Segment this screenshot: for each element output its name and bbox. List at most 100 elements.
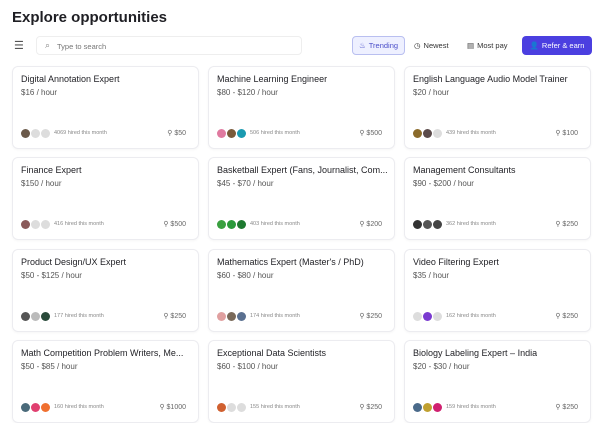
trending-button[interactable]: ♨ Trending <box>352 36 406 55</box>
card-pay-rate: $60 - $100 / hour <box>217 362 278 371</box>
referral-bonus: ⚲ $250 <box>555 312 578 320</box>
opportunity-card[interactable]: Video Filtering Expert $35 / hour 162 hi… <box>404 249 591 332</box>
most-pay-label: Most pay <box>477 41 508 50</box>
avatar <box>41 219 50 229</box>
avatar <box>237 128 246 138</box>
avatar <box>31 128 40 138</box>
referral-bonus: ⚲ $500 <box>359 129 382 137</box>
avatar <box>423 311 432 321</box>
avatar <box>31 311 40 321</box>
opportunity-card[interactable]: English Language Audio Model Trainer $20… <box>404 66 591 149</box>
card-title: Product Design/UX Expert <box>21 257 127 267</box>
card-pay-rate: $16 / hour <box>21 88 58 97</box>
card-footer: 416 hired this month ⚲ $500 <box>21 219 186 229</box>
card-footer: 162 hired this month ⚲ $250 <box>413 311 578 321</box>
avatar <box>227 219 236 229</box>
referral-bonus: ⚲ $100 <box>555 129 578 137</box>
bonus-amount: $250 <box>562 221 578 228</box>
avatar <box>41 402 50 412</box>
avatar <box>237 311 246 321</box>
avatar <box>31 219 40 229</box>
hired-count: 162 hired this month <box>446 313 496 319</box>
referral-bonus: ⚲ $1000 <box>159 403 186 411</box>
hired-count: 403 hired this month <box>250 221 300 227</box>
bonus-amount: $250 <box>170 313 186 320</box>
avatar <box>227 402 236 412</box>
opportunity-card[interactable]: Mathematics Expert (Master's / PhD) $60 … <box>208 249 395 332</box>
referral-bonus: ⚲ $500 <box>163 220 186 228</box>
card-title: English Language Audio Model Trainer <box>413 74 568 84</box>
card-footer: 177 hired this month ⚲ $250 <box>21 311 186 321</box>
referral-bonus: ⚲ $250 <box>555 403 578 411</box>
opportunity-card[interactable]: Finance Expert $150 / hour 416 hired thi… <box>12 157 199 240</box>
opportunity-card[interactable]: Basketball Expert (Fans, Journalist, Com… <box>208 157 395 240</box>
search-input[interactable]: ⌕ Type to search <box>36 36 302 55</box>
avatar <box>433 311 442 321</box>
card-title: Basketball Expert (Fans, Journalist, Com… <box>217 165 388 175</box>
search-icon: ⌕ <box>45 40 51 50</box>
card-title: Mathematics Expert (Master's / PhD) <box>217 257 364 267</box>
card-pay-rate: $90 - $200 / hour <box>413 179 474 188</box>
hired-count: 155 hired this month <box>250 404 300 410</box>
card-title: Finance Expert <box>21 165 82 175</box>
referral-icon: ⚲ <box>555 221 563 228</box>
opportunity-card[interactable]: Management Consultants $90 - $200 / hour… <box>404 157 591 240</box>
hired-count: 439 hired this month <box>446 130 496 136</box>
bonus-amount: $250 <box>366 404 382 411</box>
card-pay-rate: $60 - $80 / hour <box>217 271 274 280</box>
bonus-amount: $250 <box>562 404 578 411</box>
opportunity-card[interactable]: Exceptional Data Scientists $60 - $100 /… <box>208 340 395 423</box>
referral-icon: ⚲ <box>555 404 563 411</box>
avatar <box>21 128 30 138</box>
referral-bonus: ⚲ $250 <box>163 312 186 320</box>
card-footer: 506 hired this month ⚲ $500 <box>217 128 382 138</box>
money-icon: ▤ <box>467 41 475 50</box>
referral-icon: ⚲ <box>359 221 367 228</box>
referral-icon: ⚲ <box>159 404 167 411</box>
hired-count: 506 hired this month <box>250 130 300 136</box>
hired-count: 159 hired this month <box>446 404 496 410</box>
avatar <box>423 219 432 229</box>
card-footer: 155 hired this month ⚲ $250 <box>217 402 382 412</box>
filter-icon[interactable]: ☰ <box>14 40 24 52</box>
avatar <box>217 128 226 138</box>
trending-icon: ♨ <box>359 41 366 50</box>
user-plus-icon: 👤 <box>529 41 539 50</box>
card-footer: 174 hired this month ⚲ $250 <box>217 311 382 321</box>
avatar <box>237 402 246 412</box>
refer-label: Refer & earn <box>541 41 585 50</box>
avatar <box>21 219 30 229</box>
referral-bonus: ⚲ $200 <box>359 220 382 228</box>
avatar <box>217 402 226 412</box>
avatar <box>21 402 30 412</box>
hired-count: 362 hired this month <box>446 221 496 227</box>
opportunity-card[interactable]: Math Competition Problem Writers, Me... … <box>12 340 199 423</box>
referral-icon: ⚲ <box>163 313 171 320</box>
avatar <box>433 128 442 138</box>
opportunity-card[interactable]: Digital Annotation Expert $16 / hour 406… <box>12 66 199 149</box>
card-pay-rate: $80 - $120 / hour <box>217 88 278 97</box>
card-footer: 4069 hired this month ⚲ $50 <box>21 128 186 138</box>
card-pay-rate: $50 - $125 / hour <box>21 271 82 280</box>
refer-earn-button[interactable]: 👤 Refer & earn <box>522 36 592 55</box>
avatar <box>41 311 50 321</box>
hired-count: 160 hired this month <box>54 404 104 410</box>
newest-button[interactable]: ◷ Newest <box>408 36 455 55</box>
opportunity-card[interactable]: Product Design/UX Expert $50 - $125 / ho… <box>12 249 199 332</box>
card-title: Management Consultants <box>413 165 516 175</box>
opportunity-card[interactable]: Biology Labeling Expert – India $20 - $3… <box>404 340 591 423</box>
bonus-amount: $250 <box>366 313 382 320</box>
card-footer: 403 hired this month ⚲ $200 <box>217 219 382 229</box>
avatar <box>237 219 246 229</box>
most-pay-button[interactable]: ▤ Most pay <box>461 36 514 55</box>
referral-bonus: ⚲ $50 <box>167 129 186 137</box>
card-pay-rate: $45 - $70 / hour <box>217 179 274 188</box>
card-footer: 439 hired this month ⚲ $100 <box>413 128 578 138</box>
avatar <box>433 219 442 229</box>
avatar <box>423 128 432 138</box>
card-pay-rate: $35 / hour <box>413 271 450 280</box>
opportunity-card[interactable]: Machine Learning Engineer $80 - $120 / h… <box>208 66 395 149</box>
bonus-amount: $500 <box>366 130 382 137</box>
card-pay-rate: $150 / hour <box>21 179 62 188</box>
avatar <box>217 219 226 229</box>
